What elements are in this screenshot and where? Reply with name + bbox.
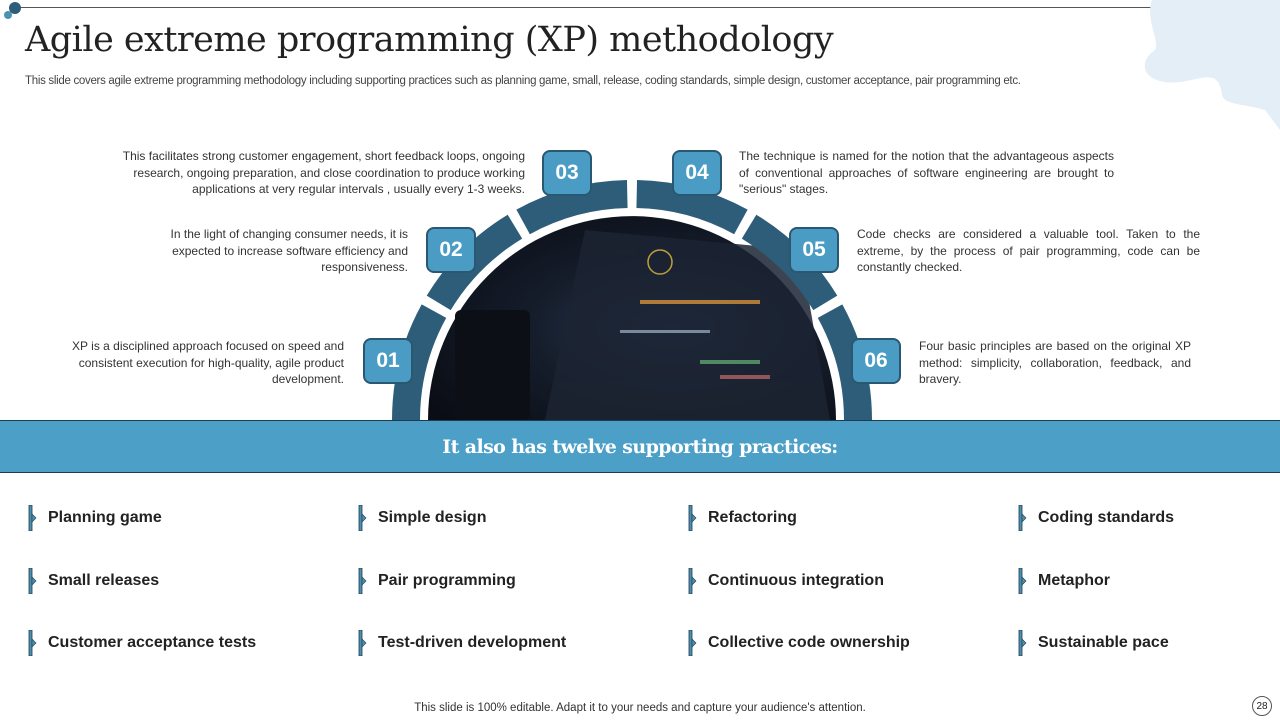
ring-segment	[392, 304, 447, 420]
bullet-marker-icon	[688, 568, 697, 594]
step-number-02: 02	[426, 227, 476, 273]
practice-label: Continuous integration	[708, 572, 884, 589]
practice-item: Collective code ownership	[688, 630, 910, 656]
bullet-marker-icon	[1018, 505, 1027, 531]
bullet-marker-icon	[1018, 630, 1027, 656]
laptop-screen	[545, 230, 830, 420]
practice-item: Test-driven development	[358, 630, 566, 656]
step-number-03: 03	[542, 150, 592, 196]
bullet-marker-icon	[688, 630, 697, 656]
step-description-02: In the light of changing consumer needs,…	[170, 227, 408, 274]
footer-note: This slide is 100% editable. Adapt it to…	[414, 702, 866, 714]
page-title: Agile extreme programming (XP) methodolo…	[25, 20, 834, 60]
coffee-mug	[455, 310, 530, 420]
practice-item: Customer acceptance tests	[28, 630, 256, 656]
practice-label: Collective code ownership	[708, 634, 910, 651]
practice-item: Small releases	[28, 568, 159, 594]
ring-segment	[636, 180, 748, 235]
bullet-marker-icon	[358, 630, 367, 656]
practice-label: Sustainable pace	[1038, 634, 1169, 651]
step-description-05: Code checks are considered a valuable to…	[857, 227, 1200, 274]
step-number-05: 05	[789, 227, 839, 273]
bullet-marker-icon	[358, 505, 367, 531]
decor-dot	[4, 11, 12, 19]
practice-label: Small releases	[48, 572, 160, 589]
practice-item: Refactoring	[688, 505, 797, 531]
practice-item: Pair programming	[358, 568, 516, 594]
practice-label: Simple design	[378, 509, 487, 526]
practice-label: Planning game	[48, 509, 162, 526]
page-subtitle: This slide covers agile extreme programm…	[25, 75, 1021, 87]
bullet-marker-icon	[28, 505, 37, 531]
decor-dot	[9, 2, 21, 14]
step-number-06: 06	[851, 338, 901, 384]
practice-label: Refactoring	[708, 509, 797, 526]
practice-label: Coding standards	[1038, 509, 1175, 526]
top-rule	[14, 7, 1280, 8]
practice-item: Coding standards	[1018, 505, 1174, 531]
step-number-04: 04	[672, 150, 722, 196]
practice-item: Planning game	[28, 505, 162, 531]
step-description-06: Four basic principles are based on the o…	[919, 339, 1191, 386]
decor-blob	[1144, 0, 1280, 130]
ring-segment	[516, 180, 628, 235]
practice-item: Metaphor	[1018, 568, 1110, 594]
ring-segment	[817, 304, 872, 420]
page-number: 28	[1252, 696, 1272, 716]
practice-item: Simple design	[358, 505, 486, 531]
practice-item: Continuous integration	[688, 568, 884, 594]
bullet-marker-icon	[1018, 568, 1027, 594]
supporting-practices-banner: It also has twelve supporting practices:	[0, 420, 1280, 473]
practice-label: Customer acceptance tests	[48, 634, 257, 651]
bullet-marker-icon	[358, 568, 367, 594]
bullet-marker-icon	[688, 505, 697, 531]
practice-label: Metaphor	[1038, 572, 1110, 589]
bullet-marker-icon	[28, 630, 37, 656]
step-description-01: XP is a disciplined approach focused on …	[72, 339, 344, 386]
practice-item: Sustainable pace	[1018, 630, 1169, 656]
bullet-marker-icon	[28, 568, 37, 594]
practice-label: Test-driven development	[378, 634, 567, 651]
banner-text: It also has twelve supporting practices:	[442, 435, 838, 458]
step-number-01: 01	[363, 338, 413, 384]
practice-label: Pair programming	[378, 572, 516, 589]
step-description-04: The technique is named for the notion th…	[739, 149, 1114, 196]
step-description-03: This facilitates strong customer engagem…	[122, 149, 525, 196]
